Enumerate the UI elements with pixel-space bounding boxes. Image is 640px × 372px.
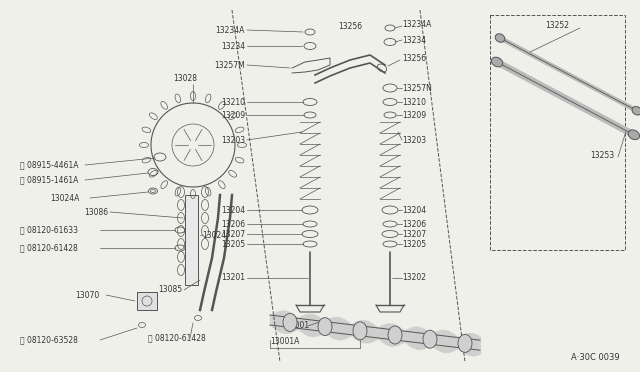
Text: 13205: 13205 [221,240,245,248]
Text: 13210: 13210 [402,97,426,106]
Text: 13256: 13256 [402,54,426,62]
Ellipse shape [318,318,332,336]
Text: 13207: 13207 [221,230,245,238]
Text: 13086: 13086 [84,208,108,217]
Text: 13234: 13234 [402,35,426,45]
Text: 13204: 13204 [221,205,245,215]
Text: 13085: 13085 [158,285,182,295]
Text: 13203: 13203 [402,135,426,144]
Ellipse shape [423,330,437,348]
Text: 13205: 13205 [402,240,426,248]
Text: A·30C 0039: A·30C 0039 [572,353,620,362]
Text: 13206: 13206 [402,219,426,228]
Text: 13256: 13256 [338,22,362,31]
Ellipse shape [495,34,505,42]
Text: Ⓑ 08120-63528: Ⓑ 08120-63528 [20,336,78,344]
Ellipse shape [628,130,639,140]
Text: 13024: 13024 [202,231,226,240]
Bar [185,195,198,285]
Text: Ⓑ 08120-61428: Ⓑ 08120-61428 [20,244,77,253]
Text: Ⓑ 08120-61428: Ⓑ 08120-61428 [148,334,205,343]
Text: Ⓥ 08915-4461A: Ⓥ 08915-4461A [20,160,79,170]
Text: 13024A: 13024A [50,193,79,202]
Text: 13209: 13209 [221,110,245,119]
Text: 13209: 13209 [402,110,426,119]
Text: Ⓑ 08120-61633: Ⓑ 08120-61633 [20,225,78,234]
Ellipse shape [632,106,640,115]
Text: 13028: 13028 [173,74,197,83]
Text: 13203: 13203 [221,135,245,144]
Text: 13234: 13234 [221,42,245,51]
Bar [137,292,157,310]
Ellipse shape [283,313,297,331]
Text: 13001: 13001 [285,321,309,330]
Text: 13070: 13070 [75,291,99,299]
Ellipse shape [388,326,402,344]
Text: 13202: 13202 [402,273,426,282]
Text: 13253: 13253 [590,151,614,160]
Ellipse shape [458,334,472,352]
Text: 13201: 13201 [221,273,245,282]
Text: 13207: 13207 [402,230,426,238]
Text: 13204: 13204 [402,205,426,215]
Text: 13252: 13252 [545,20,569,29]
Text: 13210: 13210 [221,97,245,106]
Text: 13001A: 13001A [270,337,300,346]
Text: 13234A: 13234A [216,26,245,35]
Text: 13206: 13206 [221,219,245,228]
Ellipse shape [492,57,502,67]
Ellipse shape [353,322,367,340]
Text: Ⓥ 08915-1461A: Ⓥ 08915-1461A [20,176,78,185]
Text: 13234A: 13234A [402,19,431,29]
Text: 13257M: 13257M [214,61,245,70]
Text: 13257N: 13257N [402,83,432,93]
